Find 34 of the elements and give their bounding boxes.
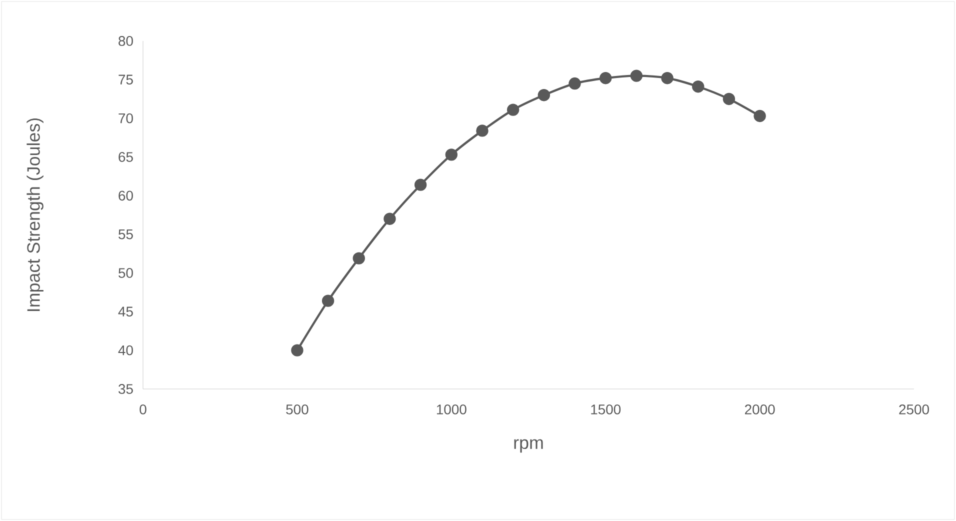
y-axis-title: Impact Strength (Joules) [26,118,44,312]
x-tick-label: 2000 [744,404,775,414]
point [754,110,766,122]
point [291,344,304,356]
y-tick-label: 80 [118,36,133,46]
y-tick-label: 65 [118,152,133,162]
point [722,92,736,106]
y-tick-label: 55 [118,229,133,240]
point [414,178,427,191]
y-tick-label: 50 [118,268,133,278]
point [352,252,365,264]
y-tick-label: 45 [118,306,133,317]
y-tick-label: 70 [118,113,133,124]
point [600,72,612,84]
point [445,148,458,161]
y-tick-label: 60 [118,190,133,201]
x-tick-label: 0 [140,404,146,414]
point [476,124,488,137]
point [384,212,396,225]
x-tick-label: 2500 [899,404,929,414]
point [630,70,643,82]
point [661,72,674,84]
y-tick-label: 35 [118,384,133,394]
x-tick-label: 500 [286,404,308,414]
point [506,104,520,116]
point [692,80,704,93]
point [538,89,550,102]
y-tick-label: 75 [118,74,133,85]
point [322,294,334,307]
point [568,77,581,90]
x-axis-title: rpm [514,439,543,453]
y-tick-label: 40 [118,345,133,356]
x-tick-label: 1000 [436,404,466,414]
x-tick-label: 1500 [591,404,621,414]
